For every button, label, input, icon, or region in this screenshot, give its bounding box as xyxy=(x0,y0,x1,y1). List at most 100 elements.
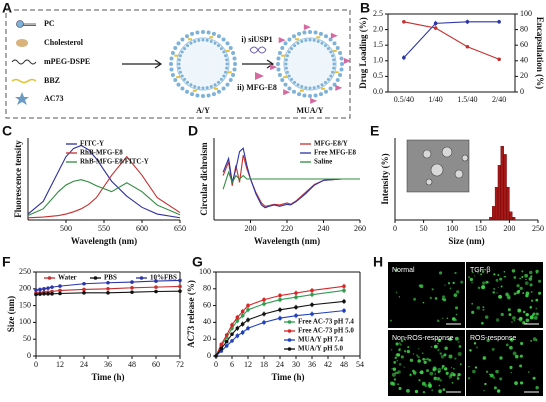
cell-signal xyxy=(416,354,419,357)
legend-marker xyxy=(139,276,144,280)
lipid-head xyxy=(329,74,333,78)
cell-signal xyxy=(522,310,526,314)
data-line xyxy=(222,170,360,190)
y-tick-label: 0.5 xyxy=(373,71,383,80)
lipid-head xyxy=(213,83,217,87)
legend-marker xyxy=(287,320,292,324)
lipid-head xyxy=(201,38,205,42)
mfg-e8 xyxy=(310,97,318,104)
lipid-head xyxy=(338,51,343,56)
legend-label: Saline xyxy=(314,158,332,166)
cargo xyxy=(209,36,214,39)
data-point xyxy=(34,288,38,292)
legend-label: Free MFG-E8 xyxy=(314,149,357,157)
cell-signal xyxy=(505,343,509,347)
y-tick-label: 50 xyxy=(23,334,31,343)
cell-signal xyxy=(398,349,401,352)
cell-signal xyxy=(418,348,420,350)
cell-signal xyxy=(477,286,481,290)
cell-signal xyxy=(472,369,476,374)
lipid-head xyxy=(326,47,330,51)
panel-label: C xyxy=(2,123,12,139)
liposome-core xyxy=(176,37,230,91)
lipid-head xyxy=(197,86,201,90)
data-point xyxy=(46,292,50,296)
y-axis-label: Circular dichroism xyxy=(199,142,209,216)
data-point xyxy=(433,21,438,26)
tem-particle xyxy=(454,169,464,179)
cargo xyxy=(176,76,181,79)
lipid-head xyxy=(201,94,205,98)
y-tick-label: 100 xyxy=(19,317,31,326)
cargo xyxy=(332,49,337,52)
data-point xyxy=(342,308,346,313)
data-line xyxy=(27,144,181,219)
cell-signal xyxy=(493,273,496,276)
lipid-head xyxy=(169,67,174,72)
cell-signal xyxy=(442,317,444,319)
lipid-head xyxy=(205,86,209,90)
lipid-head xyxy=(308,30,312,34)
cell-signal xyxy=(400,339,404,343)
cell-signal xyxy=(517,318,520,321)
legend-label: PBS xyxy=(104,274,117,282)
x-tick-label: 18 xyxy=(260,360,268,369)
histogram-bar xyxy=(492,206,496,221)
cell-signal xyxy=(412,353,415,355)
data-point xyxy=(402,55,406,60)
cell-signal xyxy=(471,310,475,314)
lipid-head xyxy=(312,38,316,42)
cell-signal xyxy=(525,278,527,281)
x-tick-label: 36 xyxy=(308,360,316,369)
cell-signal xyxy=(434,376,436,379)
cell-signal xyxy=(521,275,524,279)
cell-signal xyxy=(409,373,412,376)
data-point xyxy=(50,292,54,296)
cell-signal xyxy=(481,270,485,273)
data-point xyxy=(310,312,314,316)
cell-signal xyxy=(535,339,538,341)
x-tick-label: 1.5/40 xyxy=(457,95,477,104)
lipid-head xyxy=(297,92,302,97)
lipid-head xyxy=(178,70,182,74)
legend-label: Free AC-73 pH 5.0 xyxy=(298,327,354,335)
cell-signal xyxy=(529,306,533,309)
data-point xyxy=(106,280,110,285)
lipid-head xyxy=(300,85,304,89)
cell-signal xyxy=(482,306,485,309)
cell-signal xyxy=(457,373,461,377)
data-point xyxy=(230,332,234,336)
x-tick-label: 24 xyxy=(80,360,88,369)
lipid-head xyxy=(173,46,178,50)
cell-signal xyxy=(509,345,513,350)
data-point xyxy=(178,278,182,283)
data-point xyxy=(230,323,234,327)
lipid-head xyxy=(308,86,312,90)
cell-signal xyxy=(518,318,523,322)
lipid-head xyxy=(276,62,280,66)
y2-tick-label: 60 xyxy=(520,40,528,49)
lipid-head xyxy=(335,78,340,82)
data-point xyxy=(106,291,110,295)
y2-tick-label: 0 xyxy=(520,87,524,96)
lipid-head xyxy=(217,89,221,94)
cell-signal xyxy=(400,355,404,359)
cell-signal xyxy=(433,344,438,349)
lipid-head xyxy=(316,85,320,89)
lipid-head xyxy=(225,82,230,87)
cell-signal xyxy=(492,376,496,379)
cell-signal xyxy=(429,296,432,300)
data-point xyxy=(246,326,250,331)
lipid-head xyxy=(213,41,217,45)
lipid-head xyxy=(287,37,292,42)
lipid-head xyxy=(217,34,221,39)
x-tick-label: 42 xyxy=(324,360,332,369)
cell-signal xyxy=(499,377,503,381)
y-tick-label: 0 xyxy=(27,351,31,360)
lipid-head xyxy=(224,70,228,74)
lipid-head xyxy=(296,41,300,45)
pc-icon xyxy=(16,20,24,28)
x-tick-label: 72 xyxy=(176,360,184,369)
lipid-head xyxy=(284,62,288,66)
cell-signal xyxy=(524,281,529,286)
